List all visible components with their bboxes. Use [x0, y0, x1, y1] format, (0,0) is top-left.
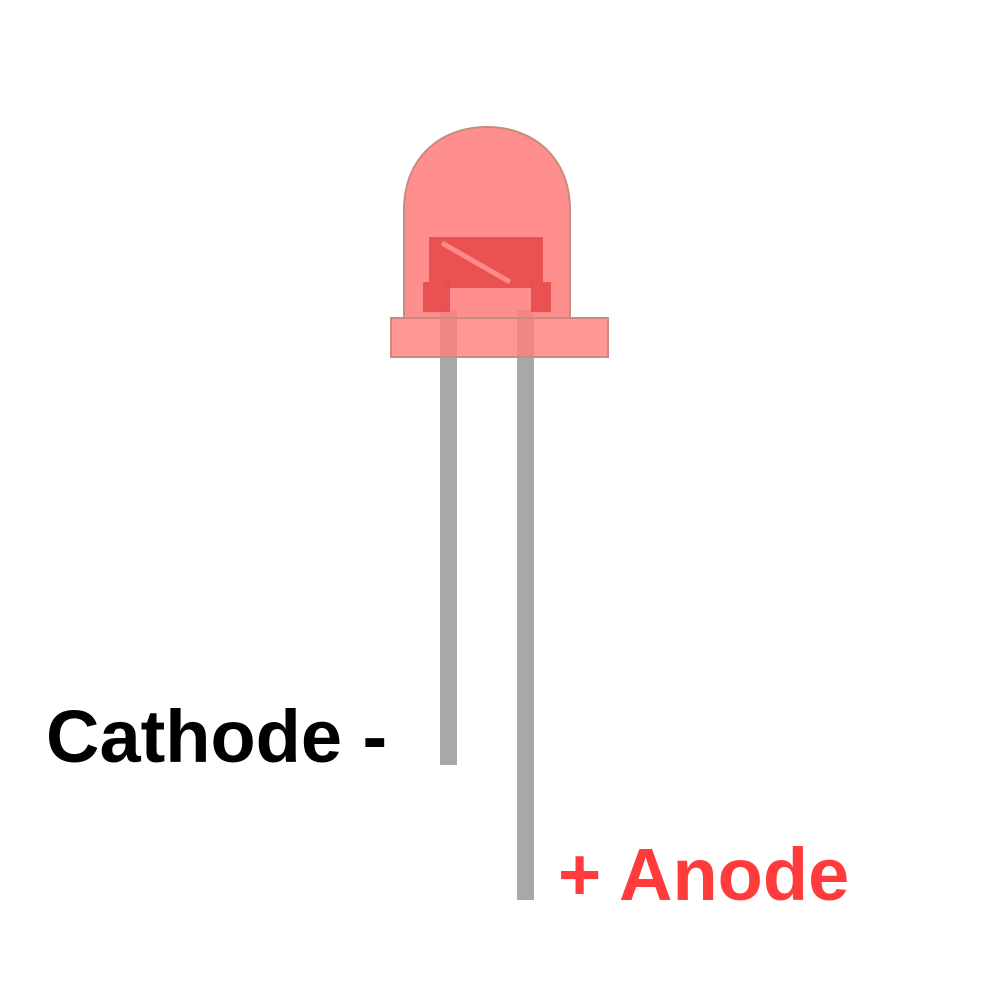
- anode-lead: [517, 310, 534, 900]
- anode-label: + Anode: [558, 833, 850, 916]
- led-die: [423, 237, 551, 312]
- led-flange: [390, 317, 609, 358]
- led-whisker: [440, 240, 512, 285]
- cathode-lead: [440, 310, 457, 765]
- cathode-label: Cathode -: [46, 695, 388, 778]
